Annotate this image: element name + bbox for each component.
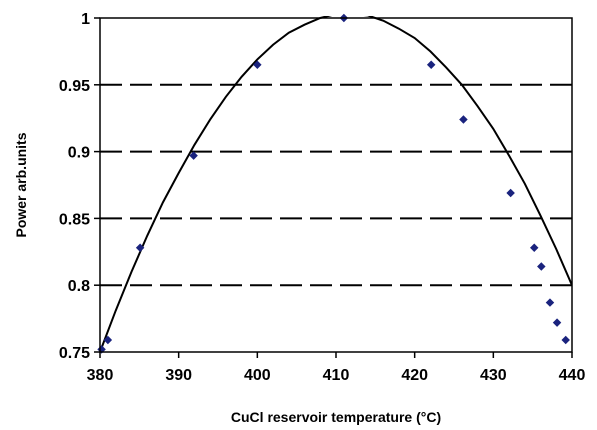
y-tick-label: 1	[81, 11, 90, 28]
y-tick-label: 0.75	[59, 345, 90, 362]
x-tick-label: 390	[165, 367, 192, 384]
x-tick-label: 430	[480, 367, 507, 384]
data-points-layer	[97, 13, 570, 354]
data-point	[253, 60, 262, 70]
data-point	[561, 335, 570, 345]
x-axis-ticks: 380 390 400 410 420 430 440	[87, 352, 586, 384]
data-point	[537, 262, 546, 271]
data-point	[552, 318, 562, 327]
y-axis-ticks: 0.75 0.8 0.85 0.9 0.95 1	[59, 11, 100, 362]
y-tick-label: 0.85	[59, 211, 90, 228]
x-tick-label: 400	[244, 367, 271, 384]
data-point	[545, 298, 555, 307]
fit-curve-layer	[100, 16, 572, 352]
data-point	[189, 151, 198, 160]
y-tick-label: 0.9	[68, 145, 90, 162]
y-tick-label: 0.8	[68, 278, 90, 295]
data-point	[135, 243, 145, 253]
gridlines	[100, 83, 572, 287]
fit-curve-line	[100, 16, 572, 352]
y-axis-title: Power arb.units	[13, 132, 29, 237]
data-point	[103, 335, 113, 345]
x-tick-label: 380	[87, 367, 114, 384]
x-tick-label: 420	[401, 367, 428, 384]
x-tick-label: 410	[323, 367, 350, 384]
y-tick-label: 0.95	[59, 78, 90, 95]
data-point	[459, 115, 468, 124]
x-tick-label: 440	[559, 367, 586, 384]
x-axis-title: CuCl reservoir temperature (°C)	[231, 409, 441, 425]
